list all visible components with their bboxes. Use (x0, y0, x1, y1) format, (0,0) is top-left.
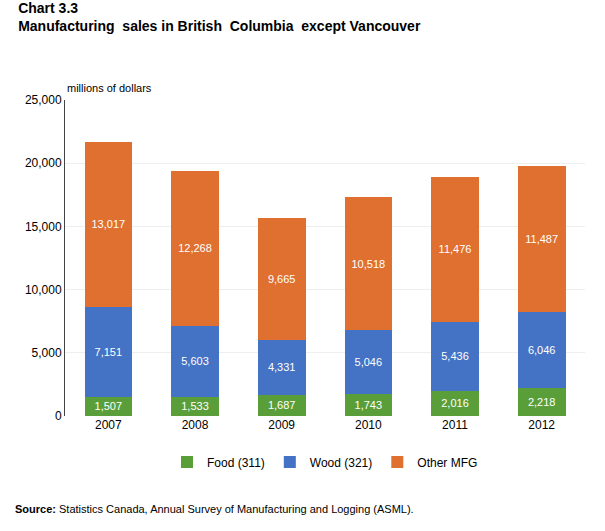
svg-text:20,000: 20,000 (25, 156, 62, 170)
svg-text:5,436: 5,436 (441, 350, 469, 362)
svg-text:Chart 3.3Manufacturing sales: Chart 3.3Manufacturing sales in British … (18, 0, 421, 34)
svg-text:2011: 2011 (442, 418, 468, 432)
svg-text:2,218: 2,218 (528, 396, 556, 408)
svg-text:Other MFG: Other MFG (417, 456, 477, 470)
svg-text:5,000: 5,000 (32, 346, 62, 360)
svg-text:15,000: 15,000 (25, 220, 62, 234)
svg-text:Source: Statistics Canada, Ann: Source: Statistics Canada, Annual Survey… (15, 503, 414, 515)
svg-text:5,603: 5,603 (181, 355, 209, 367)
svg-text:4,331: 4,331 (268, 361, 296, 373)
svg-text:6,046: 6,046 (528, 344, 556, 356)
svg-text:1,743: 1,743 (355, 399, 383, 411)
svg-text:2,016: 2,016 (441, 397, 469, 409)
svg-text:2012: 2012 (528, 418, 555, 432)
svg-text:7,151: 7,151 (95, 346, 123, 358)
svg-text:13,017: 13,017 (92, 218, 126, 230)
svg-text:1,687: 1,687 (268, 399, 296, 411)
svg-text:0: 0 (55, 409, 62, 423)
svg-text:10,518: 10,518 (352, 258, 386, 270)
svg-text:12,268: 12,268 (178, 242, 212, 254)
svg-text:1,533: 1,533 (181, 400, 209, 412)
svg-text:2007: 2007 (95, 418, 122, 432)
svg-text:1,507: 1,507 (95, 400, 123, 412)
svg-text:9,665: 9,665 (268, 273, 296, 285)
svg-text:2010: 2010 (355, 418, 382, 432)
svg-text:11,487: 11,487 (525, 233, 558, 245)
svg-text:5,046: 5,046 (355, 356, 383, 368)
svg-text:Wood (321): Wood (321) (310, 456, 372, 470)
svg-text:millions of dollars: millions of dollars (67, 82, 152, 94)
svg-text:11,476: 11,476 (439, 243, 472, 255)
svg-text:10,000: 10,000 (25, 283, 62, 297)
svg-text:Food (311): Food (311) (207, 456, 265, 470)
svg-text:2008: 2008 (182, 418, 209, 432)
svg-text:25,000: 25,000 (25, 93, 62, 107)
svg-text:2009: 2009 (268, 418, 295, 432)
